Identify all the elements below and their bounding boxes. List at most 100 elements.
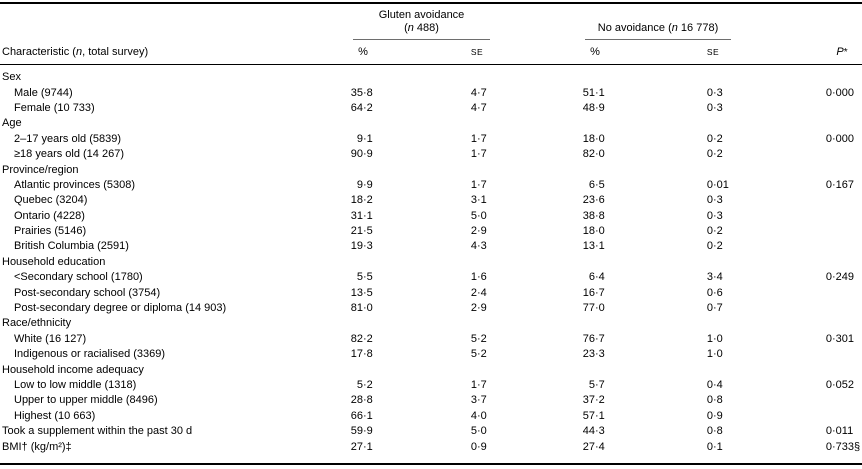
noavoid-se-cell: 0·01	[652, 178, 762, 193]
value-text: 1·0	[706, 348, 723, 361]
gluten-se-cell	[432, 116, 542, 131]
noavoid-se-cell: 0·3	[652, 85, 762, 100]
col-header-noavoid-pct: %	[590, 46, 600, 58]
table-row: BMI† (kg/m²)‡ 27·1 0·9 27·4 0·1 0·733§	[0, 439, 862, 463]
p-value-cell	[762, 65, 862, 86]
gluten-se-cell	[432, 255, 542, 270]
gluten-n-count: 488)	[413, 22, 439, 34]
group-row: Household income adequacy	[0, 362, 862, 377]
value-text: 0·2	[706, 132, 723, 145]
table-row: Ontario (4228) 31·1 5·0 38·8 0·3	[0, 209, 862, 224]
noavoid-percent-cell: 23·6	[542, 193, 652, 208]
gluten-se-cell: 1·7	[432, 378, 542, 393]
value-text: 1·0	[706, 332, 723, 345]
table-row: Atlantic provinces (5308) 9·9 1·7 6·5 0·01 0 ·…	[0, 178, 862, 193]
characteristic-cell: Low to low middle (1318)	[14, 379, 137, 391]
value-text: 44·3	[582, 425, 605, 438]
gluten-percent-cell: 27·1	[332, 439, 432, 463]
noavoid-se-cell: 0·7	[652, 301, 762, 316]
characteristic-cell: Household education	[2, 255, 106, 268]
gluten-percent-cell: 90·9	[332, 147, 432, 162]
value-text: 0·9	[470, 440, 487, 453]
gluten-percent-cell: 66·1	[332, 409, 432, 424]
noavoid-se-cell: 0·8	[652, 393, 762, 408]
value-text: 82·2	[350, 332, 373, 345]
noavoid-se-cell: 1·0	[652, 347, 762, 362]
value-text: 0·167	[825, 178, 855, 191]
no-avoidance-title: No avoidance (	[597, 22, 672, 34]
no-avoidance-spanner: No avoidance (n 16 778)	[585, 22, 731, 40]
characteristic-cell: Quebec (3204)	[14, 194, 88, 207]
gluten-se-cell: 4·7	[432, 101, 542, 116]
gluten-percent-cell	[332, 316, 432, 331]
gluten-percent-cell: 17·8	[332, 347, 432, 362]
value-text: 31·1	[350, 209, 373, 222]
gluten-se-cell: 0·9	[432, 439, 542, 463]
characteristic-cell: BMI† (kg/m²)‡	[2, 440, 72, 453]
value-text: 9·1	[356, 132, 373, 145]
gluten-se-cell: 1·7	[432, 147, 542, 162]
p-value-cell: 0·249	[762, 270, 862, 285]
value-text: 9·9	[356, 178, 373, 191]
spanner-header-row: Gluten avoidance ( n 488) No avoidance (n…	[0, 3, 862, 40]
p-value-cell: 0·000	[762, 85, 862, 100]
value-text: 64·2	[350, 101, 373, 114]
noavoid-percent-cell: 48·9	[542, 101, 652, 116]
group-row: Age	[0, 116, 862, 131]
noavoid-percent-cell: 6·4	[542, 270, 652, 285]
gluten-percent-cell: 13·5	[332, 285, 432, 300]
p-value-cell: 0·167	[762, 178, 862, 193]
value-text: 18·0	[582, 132, 605, 145]
value-text: 82·0	[582, 148, 605, 161]
p-header-asterisk: *	[843, 47, 848, 58]
noavoid-se-cell: 0·3	[652, 193, 762, 208]
value-text: 35·8	[350, 86, 373, 99]
gluten-percent-cell: 9·9	[332, 178, 432, 193]
gluten-n-open: (	[404, 22, 408, 34]
value-text: 81·0	[350, 302, 373, 315]
value-text: 0·2	[706, 225, 723, 238]
noavoid-percent-cell: 18·0	[542, 224, 652, 239]
p-value-cell	[762, 316, 862, 331]
noavoid-se-cell	[652, 255, 762, 270]
table-row: <Secondary school (1780) 5·5 1·6 6·4 3·4 0·24…	[0, 270, 862, 285]
p-value-cell: 0·052	[762, 378, 862, 393]
col-header-noavoid-se-cell: SE	[652, 40, 762, 65]
characteristic-cell: Indigenous or racialised (3369)	[14, 348, 166, 361]
value-text: 0·249	[825, 271, 855, 284]
gluten-percent-cell: 5·5	[332, 270, 432, 285]
value-text: 3·7	[470, 394, 487, 407]
value-text: 1·7	[470, 379, 487, 391]
value-text: 1·6	[470, 271, 487, 284]
p-value-cell	[762, 301, 862, 316]
value-text: 0·011	[825, 425, 854, 438]
noavoid-se-cell: 0·4	[652, 378, 762, 393]
gluten-se-cell	[432, 65, 542, 86]
value-text: 4·7	[470, 86, 487, 99]
noavoid-se-cell: 1·0	[652, 332, 762, 347]
noavoid-percent-cell	[542, 362, 652, 377]
gluten-percent-cell: 81·0	[332, 301, 432, 316]
value-text: 0·6	[706, 286, 723, 299]
gluten-se-cell: 3·7	[432, 393, 542, 408]
p-value-cell	[762, 362, 862, 377]
value-text: 0·01	[706, 178, 729, 191]
noavoid-percent-cell: 38·8	[542, 209, 652, 224]
value-text: 0·4	[706, 379, 723, 391]
col-header-p-cell: P*	[762, 40, 862, 65]
value-text: 0·2	[706, 240, 723, 253]
gluten-avoidance-title: Gluten avoidance	[378, 9, 465, 21]
noavoid-percent-cell: 13·1	[542, 239, 652, 254]
p-value-cell	[762, 255, 862, 270]
gluten-percent-cell: 5·2	[332, 378, 432, 393]
noavoid-se-cell: 3·4	[652, 270, 762, 285]
value-text: 18·0	[582, 225, 605, 238]
value-text: 37·2	[582, 394, 605, 407]
value-text: 0·3	[706, 101, 723, 114]
noavoid-se-cell: 0·2	[652, 224, 762, 239]
noavoid-percent-cell: 16·7	[542, 285, 652, 300]
characteristic-cell: <Secondary school (1780)	[14, 271, 143, 284]
characteristic-cell: Female (10 733)	[14, 101, 95, 114]
no-avoidance-n-italic: n	[671, 22, 678, 34]
value-text: 77·0	[582, 302, 605, 315]
